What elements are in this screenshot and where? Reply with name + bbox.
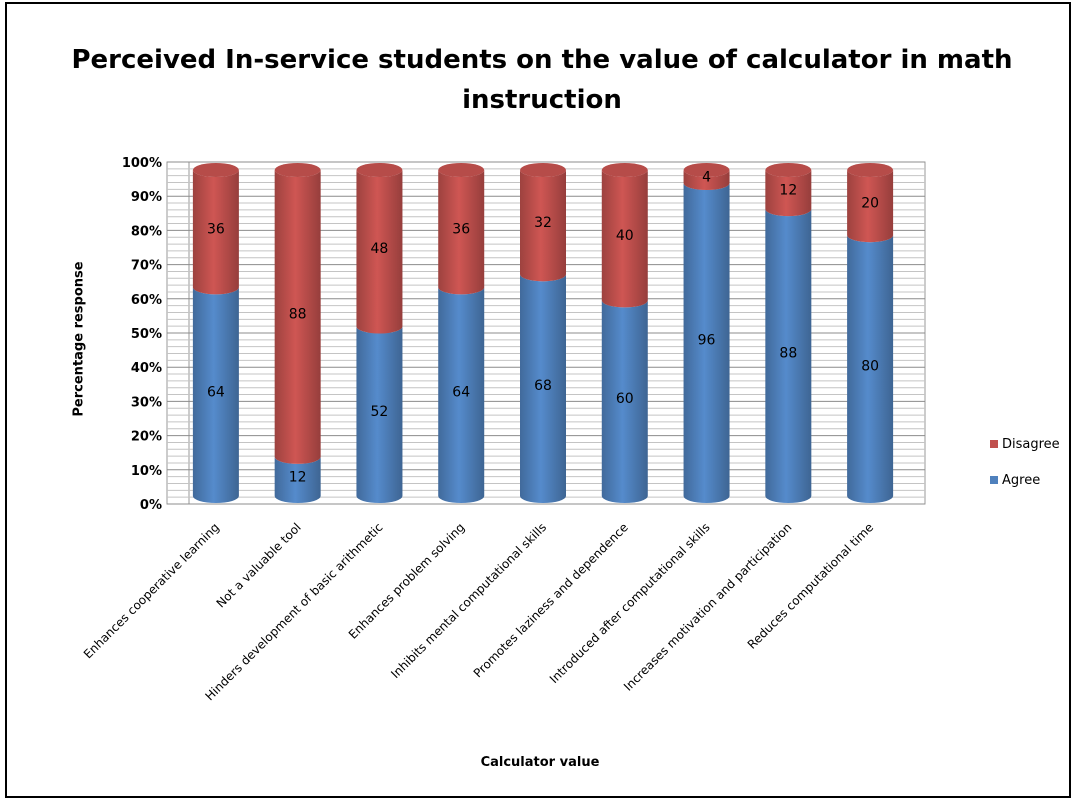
bar-segment-agree — [520, 274, 566, 503]
x-tick-label: Enhances cooperative learning — [81, 520, 222, 661]
chart-frame: Perceived In-service students on the val… — [5, 2, 1071, 798]
x-tick-label: Promotes laziness and dependence — [471, 520, 631, 680]
bar-segment-agree — [274, 456, 321, 504]
bar-top-cap — [847, 163, 894, 177]
bar-segment-agree — [356, 326, 403, 504]
x-axis-title: Calculator value — [480, 755, 600, 770]
bar-segment-disagree — [356, 163, 403, 334]
x-tick-label: Hinders development of basic arithmetic — [202, 520, 385, 703]
bar-body-disagree — [274, 170, 321, 464]
data-label-disagree: 36 — [452, 222, 470, 238]
bar-segment-disagree — [192, 163, 239, 295]
data-label-agree: 64 — [207, 385, 225, 401]
bars — [192, 163, 894, 504]
bar-segment-agree — [847, 235, 894, 504]
bar-body-disagree — [765, 170, 812, 217]
y-tick-label: 100% — [122, 156, 162, 171]
data-label-disagree: 88 — [289, 306, 307, 322]
bar-top-cap — [438, 163, 485, 177]
data-label-disagree: 20 — [861, 196, 879, 212]
data-label-agree: 52 — [371, 404, 389, 420]
y-tick-label: 50% — [131, 327, 162, 342]
bar-segment-agree — [438, 287, 485, 504]
x-tick-label: Not a valuable tool — [214, 520, 304, 610]
y-tick-label: 90% — [131, 190, 162, 205]
bar-top-cap — [520, 163, 566, 177]
bar-top-cap — [683, 163, 730, 177]
y-tick-label: 20% — [131, 430, 162, 445]
bar-segment-disagree — [274, 163, 321, 464]
y-tick-label: 80% — [131, 224, 162, 239]
bar-body-disagree — [192, 170, 239, 295]
chart-title: Perceived In-service students on the val… — [71, 45, 1013, 115]
bar-segment-disagree — [601, 163, 648, 308]
bar-body-disagree — [438, 170, 485, 295]
x-tick-label: Increases motivation and participation — [621, 520, 795, 694]
bar-top-cap — [765, 163, 812, 177]
bar-body-agree — [192, 287, 239, 504]
data-label-disagree: 36 — [207, 222, 225, 238]
legend-swatch-agree — [990, 476, 998, 484]
data-label-disagree: 12 — [779, 183, 797, 199]
y-tick-label: 60% — [131, 293, 162, 308]
data-label-agree: 68 — [534, 378, 552, 394]
y-tick-label: 30% — [131, 395, 162, 410]
bar-body-agree — [765, 209, 812, 504]
bar-body-agree — [601, 300, 648, 504]
bar-body-disagree — [356, 170, 403, 334]
data-label-agree: 64 — [452, 385, 470, 401]
bar-body-agree — [520, 274, 566, 503]
y-tick-label: 70% — [131, 259, 162, 274]
bar-body-agree — [438, 287, 485, 504]
bar-top-cap — [356, 163, 403, 177]
bar-body-agree — [847, 235, 894, 504]
bar-segment-disagree — [683, 163, 730, 191]
legend-label-disagree: Disagree — [1002, 436, 1060, 452]
data-label-disagree: 32 — [534, 215, 552, 231]
data-label-disagree: 40 — [616, 228, 634, 244]
bar-body-disagree — [683, 170, 730, 191]
bar-top-cap — [192, 163, 239, 177]
bar-segment-agree — [683, 183, 730, 504]
y-tick-label: 40% — [131, 361, 162, 376]
bar-top-cap — [601, 163, 648, 177]
data-labels: 64 36 12 88 52 48 64 36 68 32 60 40 96 4 88 12 80 20 — [207, 170, 879, 486]
bar-body-agree — [274, 456, 321, 504]
x-tick-label: Inhibits mental computational skills — [388, 520, 549, 681]
legend-item-agree: Agree — [990, 471, 1040, 489]
data-label-agree: 60 — [616, 391, 634, 407]
bar-body-disagree — [520, 170, 566, 282]
chart-plot: 0% 10% 20% 30% 40% 50% 60% 70% 80% 90% 100% 64 36 12… — [81, 156, 926, 703]
bar-top-cap — [274, 163, 321, 177]
bar-body-disagree — [601, 170, 648, 308]
bar-segment-disagree — [520, 163, 566, 282]
x-tick-label: Introduced after computational skills — [547, 520, 713, 686]
bar-segment-disagree — [847, 163, 894, 243]
data-label-disagree: 48 — [371, 241, 389, 257]
data-label-agree: 96 — [698, 333, 716, 349]
data-label-disagree: 4 — [702, 170, 711, 186]
bar-segment-agree — [601, 300, 648, 504]
y-tick-label: 10% — [131, 464, 162, 479]
bar-body-disagree — [847, 170, 894, 243]
legend-item-disagree: Disagree — [990, 435, 1060, 453]
data-label-agree: 80 — [861, 359, 879, 375]
bar-segment-disagree — [765, 163, 812, 217]
legend-swatch-disagree — [990, 440, 998, 448]
legend-label-agree: Agree — [1002, 472, 1041, 488]
y-tick-label: 0% — [140, 498, 162, 513]
y-tick-labels: 0% 10% 20% 30% 40% 50% 60% 70% 80% 90% 100% — [122, 156, 162, 513]
bar-segment-agree — [765, 209, 812, 504]
data-label-agree: 88 — [779, 346, 797, 362]
bar-segment-agree — [192, 287, 239, 504]
bar-body-agree — [683, 183, 730, 504]
bar-body-agree — [356, 326, 403, 504]
data-label-agree: 12 — [289, 469, 307, 485]
bar-segment-disagree — [438, 163, 485, 295]
